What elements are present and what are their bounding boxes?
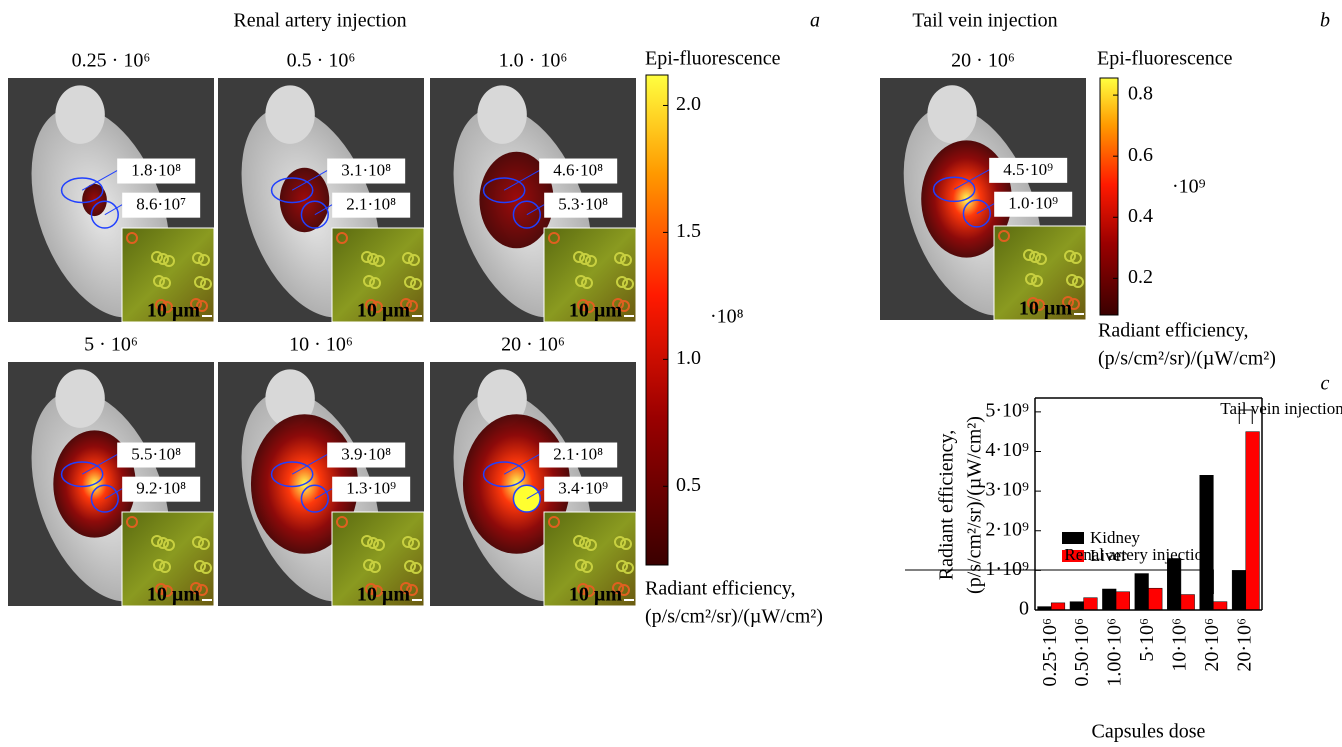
- figure: Renal artery injection a Tail vein injec…: [0, 0, 1342, 747]
- scale-bar-label: 10 µm: [147, 584, 201, 606]
- mouse-image: 10 µm 1.8·10⁸ 8.6·10⁷: [5, 78, 214, 337]
- colorbar-tick-label: 0.8: [1128, 83, 1153, 105]
- colorbar-unit: Radiant efficiency,: [645, 578, 796, 600]
- bar: [1116, 592, 1130, 610]
- y-axis-label: (p/s/cm²/sr)/(µW/cm²): [964, 416, 986, 594]
- scale-bar-label: 10 µm: [569, 300, 623, 322]
- colorbar-tick-label: 0.4: [1128, 205, 1153, 227]
- bar: [1135, 574, 1149, 610]
- colorbar-multiplier: ·10⁹: [1172, 176, 1206, 198]
- mouse-head: [265, 85, 314, 144]
- roi-value-label: 3.9·10⁸: [341, 444, 391, 463]
- y-tick-label: 1·10⁹: [985, 558, 1029, 580]
- roi-value-label: 1.0·10⁹: [1008, 194, 1058, 213]
- y-tick-label: 5·10⁹: [985, 399, 1029, 421]
- bar: [1246, 432, 1260, 610]
- dose-label: 0.5 · 10⁶: [287, 50, 356, 72]
- dose-label: 5 · 10⁶: [84, 334, 138, 356]
- x-tick-label: 0.25·10⁶: [1039, 618, 1061, 687]
- bar: [1102, 589, 1116, 610]
- panel-title: Tail vein injection: [912, 10, 1057, 32]
- x-tick-label: 10·10⁶: [1169, 618, 1191, 672]
- mouse-image: 10 µm 5.5·10⁸ 9.2·10⁸: [5, 362, 214, 621]
- colorbar-tick-label: 0.5: [676, 474, 701, 496]
- dose-label: 20 · 10⁶: [501, 334, 565, 356]
- mouse-image: 10 µm 2.1·10⁸ 3.4·10⁹: [427, 362, 636, 621]
- y-tick-label: 4·10⁹: [985, 439, 1029, 461]
- y-tick-label: 0: [1019, 598, 1029, 620]
- colorbar-tick-label: 0.2: [1128, 266, 1153, 288]
- mouse-head: [927, 85, 976, 143]
- roi-value-label: 2.1·10⁸: [346, 195, 396, 214]
- x-tick-label: 20·10⁶: [1201, 618, 1223, 672]
- x-tick-label: 20·10⁶: [1233, 618, 1255, 672]
- panel-letter: c: [1321, 373, 1330, 395]
- colorbar-tick-label: 0.6: [1128, 144, 1153, 166]
- panel-letter: b: [1320, 10, 1330, 32]
- mouse-image: 10 µm 4.6·10⁸ 5.3·10⁸: [427, 78, 636, 337]
- mouse-head: [55, 369, 104, 428]
- annotation: Renal artery injection: [1064, 545, 1212, 564]
- scale-bar-label: 10 µm: [357, 300, 411, 322]
- bar: [1232, 570, 1246, 610]
- roi-value-label: 8.6·10⁷: [136, 195, 186, 214]
- x-tick-label: 5·10⁶: [1136, 618, 1158, 662]
- colorbar-tick-label: 2.0: [676, 93, 701, 115]
- roi-value-label: 5.5·10⁸: [131, 444, 181, 463]
- scale-bar-label: 10 µm: [357, 584, 411, 606]
- bar: [1200, 475, 1214, 610]
- mouse-image: 10 µm 3.1·10⁸ 2.1·10⁸: [215, 78, 424, 337]
- scale-bar-label: 10 µm: [569, 584, 623, 606]
- colorbar-unit: (p/s/cm²/sr)/(µW/cm²): [1098, 348, 1276, 370]
- mouse-image: 10 µm 4.5·10⁹ 1.0·10⁹: [877, 78, 1086, 335]
- bar: [1149, 588, 1163, 610]
- x-axis-label: Capsules dose: [1092, 721, 1206, 743]
- x-tick-label: 1.00·10⁶: [1104, 618, 1126, 687]
- legend-swatch: [1062, 532, 1084, 544]
- y-tick-label: 2·10⁹: [985, 518, 1029, 540]
- roi-value-label: 5.3·10⁸: [558, 195, 608, 214]
- roi-value-label: 4.6·10⁸: [553, 160, 603, 179]
- colorbar-tick-label: 1.5: [676, 220, 701, 242]
- roi-value-label: 2.1·10⁸: [553, 444, 603, 463]
- dose-label: 0.25 · 10⁶: [72, 50, 151, 72]
- bar: [1181, 595, 1195, 610]
- panel-letter: a: [810, 10, 820, 32]
- bar: [1167, 558, 1181, 610]
- colorbar-tick-label: 1.0: [676, 347, 701, 369]
- colorbar-unit: (p/s/cm²/sr)/(µW/cm²): [645, 606, 823, 628]
- scale-bar-label: 10 µm: [1019, 298, 1073, 320]
- colorbar: [646, 75, 668, 565]
- colorbar-title: Epi-fluorescence: [645, 48, 781, 70]
- colorbar-multiplier: ·10⁸: [710, 306, 744, 328]
- bar: [1070, 602, 1084, 610]
- dose-label: 1.0 · 10⁶: [499, 50, 568, 72]
- scale-bar-label: 10 µm: [147, 300, 201, 322]
- annotation: Tail vein injection: [1220, 399, 1342, 418]
- roi-value-label: 3.1·10⁸: [341, 160, 391, 179]
- mouse-head: [55, 85, 104, 144]
- mouse-head: [477, 85, 526, 144]
- dose-label: 10 · 10⁶: [289, 334, 353, 356]
- roi-value-label: 4.5·10⁹: [1003, 160, 1053, 179]
- mouse-image: 10 µm 3.9·10⁸ 1.3·10⁹: [215, 362, 424, 621]
- bar: [1213, 602, 1227, 610]
- panel-title: Renal artery injection: [233, 10, 406, 32]
- bar: [1084, 598, 1098, 610]
- colorbar: [1100, 78, 1118, 315]
- roi-value-label: 3.4·10⁹: [558, 479, 608, 498]
- dose-label: 20 · 10⁶: [951, 50, 1015, 72]
- roi-value-label: 1.8·10⁸: [131, 160, 181, 179]
- x-tick-label: 0.50·10⁶: [1071, 618, 1093, 687]
- roi-value-label: 1.3·10⁹: [346, 479, 396, 498]
- y-axis-label: Radiant efficiency,: [936, 430, 958, 581]
- roi-value-label: 9.2·10⁸: [136, 479, 186, 498]
- colorbar-unit: Radiant efficiency,: [1098, 320, 1249, 342]
- colorbar-title: Epi-fluorescence: [1097, 48, 1233, 70]
- y-tick-label: 3·10⁹: [985, 479, 1029, 501]
- bar: [1051, 603, 1065, 610]
